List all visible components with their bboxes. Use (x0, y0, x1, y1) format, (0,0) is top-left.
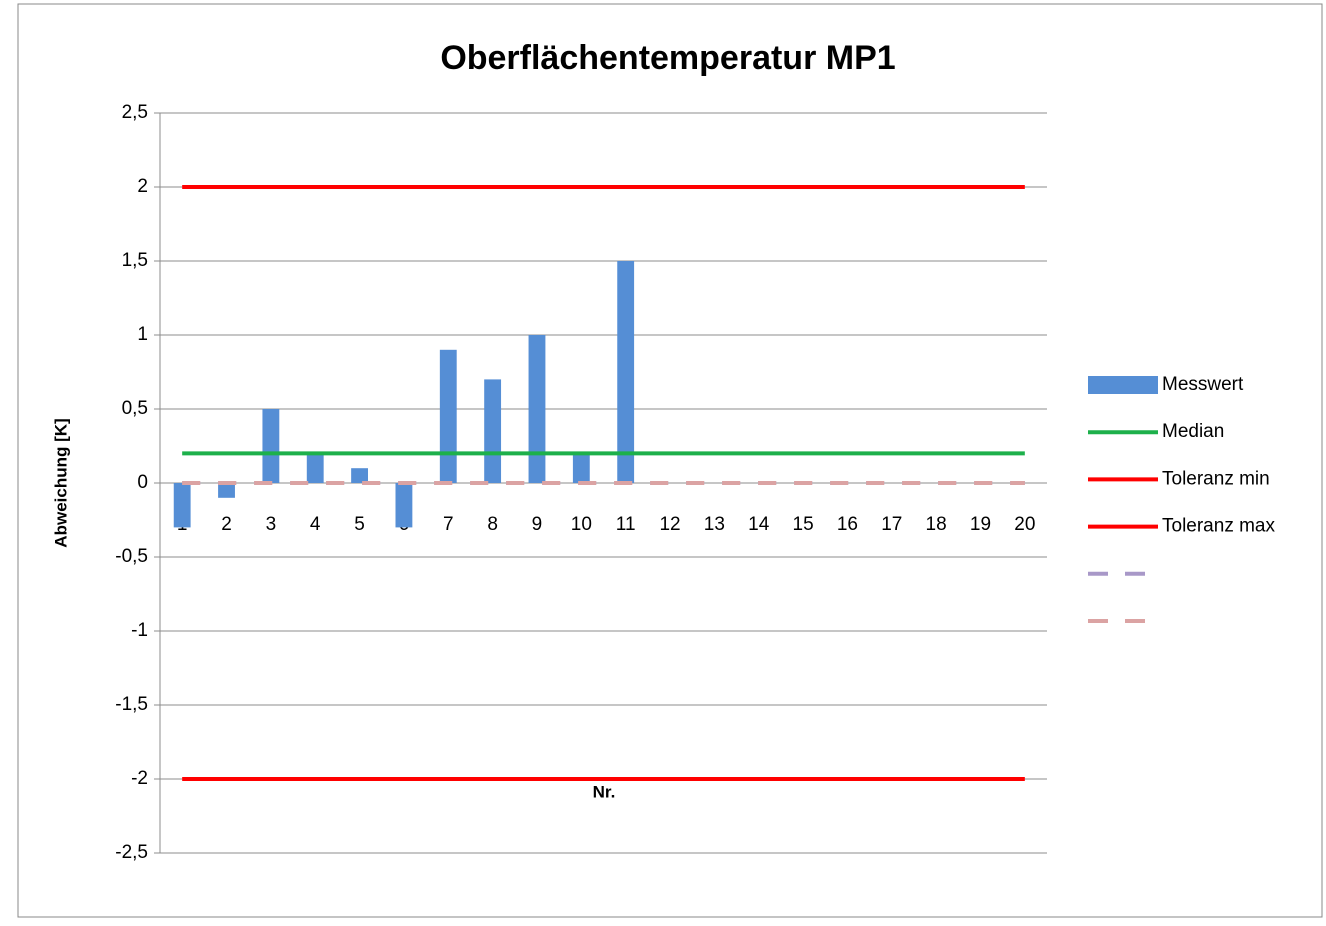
bar (351, 468, 369, 483)
x-tick-label: 2 (221, 514, 232, 535)
x-tick-label: 5 (354, 514, 365, 535)
x-tick-label: 11 (616, 514, 636, 535)
chart-title: Oberflächentemperatur MP1 (440, 39, 895, 77)
legend-label: Toleranz min (1162, 468, 1270, 489)
y-tick-label: -0,5 (115, 546, 148, 567)
bar (306, 453, 324, 483)
y-tick-label: -1,5 (115, 694, 148, 715)
y-tick-label: -2 (131, 768, 148, 789)
bar (484, 379, 502, 483)
x-tick-label: 4 (310, 514, 321, 535)
x-tick-label: 8 (487, 514, 498, 535)
x-tick-label: 18 (926, 514, 947, 535)
x-tick-label: 7 (443, 514, 454, 535)
bar (173, 483, 191, 528)
x-tick-label: 12 (659, 514, 680, 535)
x-tick-label: 15 (793, 514, 814, 535)
legend-label: Messwert (1162, 374, 1244, 395)
y-axis-title: Abweichung [K] (51, 418, 70, 547)
y-tick-label: 0 (137, 472, 148, 493)
legend-label: Toleranz max (1162, 516, 1275, 537)
bar (439, 349, 457, 483)
x-tick-label: 16 (837, 514, 858, 535)
x-tick-label: 3 (266, 514, 277, 535)
bar (528, 335, 546, 483)
bar (218, 483, 235, 498)
chart-border (17, 3, 1323, 918)
bar (572, 453, 590, 483)
y-tick-label: 2,5 (122, 102, 148, 123)
bar (617, 261, 635, 483)
x-tick-label: 10 (571, 514, 592, 535)
x-tick-label: 13 (704, 514, 725, 535)
y-tick-label: -1 (131, 620, 148, 641)
legend-label: Median (1162, 421, 1224, 442)
x-tick-label: 9 (532, 514, 543, 535)
bar (395, 483, 413, 528)
x-tick-label: 19 (970, 514, 991, 535)
y-tick-label: 1 (137, 324, 148, 345)
legend-swatch (1088, 376, 1158, 394)
y-tick-label: 1,5 (122, 250, 148, 271)
x-tick-label: 14 (748, 514, 770, 535)
x-tick-label: 17 (881, 514, 902, 535)
bar (262, 409, 280, 483)
x-tick-label: 20 (1014, 514, 1035, 535)
y-tick-label: 0,5 (122, 398, 148, 419)
x-axis-title: Nr. (593, 782, 616, 801)
y-tick-label: 2 (137, 176, 148, 197)
y-tick-label: -2,5 (115, 842, 148, 863)
